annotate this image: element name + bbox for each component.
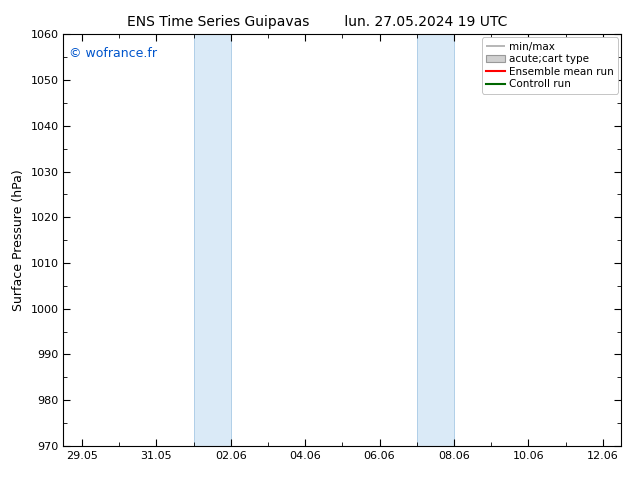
- Legend: min/max, acute;cart type, Ensemble mean run, Controll run: min/max, acute;cart type, Ensemble mean …: [482, 37, 618, 94]
- Bar: [417, 34, 454, 446]
- Text: © wofrance.fr: © wofrance.fr: [69, 47, 157, 60]
- Y-axis label: Surface Pressure (hPa): Surface Pressure (hPa): [12, 169, 25, 311]
- Bar: [193, 34, 231, 446]
- Text: ENS Time Series Guipavas        lun. 27.05.2024 19 UTC: ENS Time Series Guipavas lun. 27.05.2024…: [127, 15, 507, 29]
